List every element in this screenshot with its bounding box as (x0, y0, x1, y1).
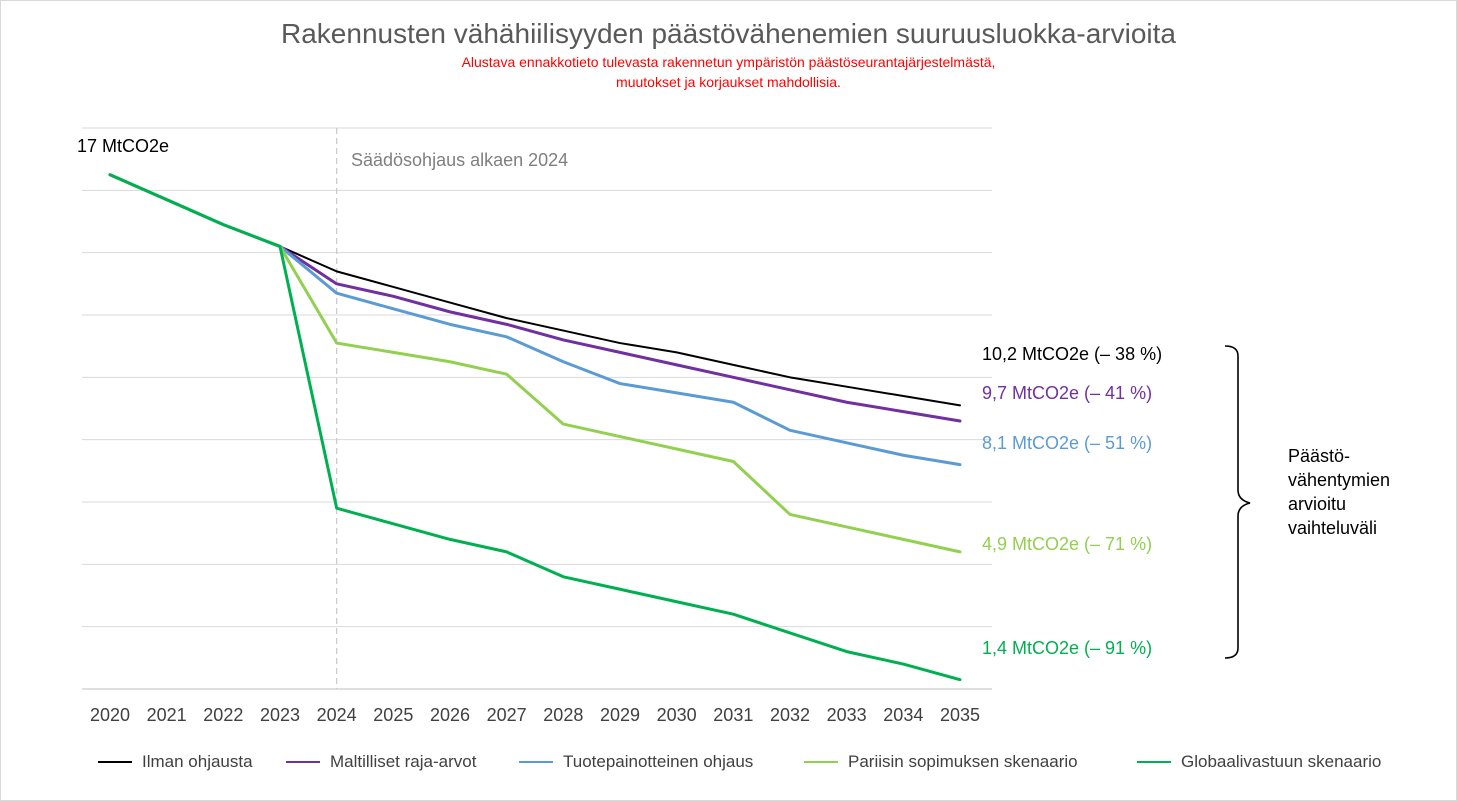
legend-item-ilman: Ilman ohjausta (98, 752, 253, 772)
chart-subtitle-line-2: muutokset ja korjaukset mahdollisia. (616, 74, 841, 90)
legend-label: Maltilliset raja-arvot (330, 752, 477, 771)
x-tick-label: 2029 (600, 705, 640, 725)
x-tick-label: 2035 (940, 705, 980, 725)
range-label-line: Päästö- (1288, 446, 1351, 466)
legend-swatch (519, 761, 553, 763)
x-tick-label: 2021 (147, 705, 187, 725)
x-tick-label: 2022 (203, 705, 243, 725)
x-tick-label: 2026 (430, 705, 470, 725)
end-label-globaali: 1,4 MtCO2e (– 91 %) (982, 638, 1152, 658)
x-tick-label: 2034 (883, 705, 923, 725)
end-label-tuote: 8,1 MtCO2e (– 51 %) (982, 433, 1152, 453)
end-label-ilman: 10,2 MtCO2e (– 38 %) (982, 344, 1162, 364)
legend-swatch (286, 761, 320, 763)
x-tick-label: 2020 (90, 705, 130, 725)
regulation-annotation: Säädösohjaus alkaen 2024 (351, 150, 568, 170)
x-tick-label: 2028 (543, 705, 583, 725)
start-value-annotation: 17 MtCO2e (77, 136, 169, 156)
x-tick-label: 2025 (373, 705, 413, 725)
legend-swatch (98, 761, 132, 763)
x-tick-label: 2030 (657, 705, 697, 725)
legend-swatch (1137, 761, 1171, 763)
series-line-tuote (108, 173, 962, 467)
x-tick-label: 2032 (770, 705, 810, 725)
end-label-pariisi: 4,9 MtCO2e (– 71 %) (982, 534, 1152, 554)
series-line-globaali (108, 173, 962, 682)
range-label-line: vaihteluväli (1288, 518, 1378, 538)
range-brace (1224, 345, 1251, 659)
range-label: Päästö- vähentymien arvioitu vaihteluväl… (1288, 444, 1438, 540)
chart-subtitle-line-1: Alustava ennakkotieto tulevasta rakennet… (461, 54, 996, 70)
legend-swatch (804, 761, 838, 763)
legend-item-globaali: Globaalivastuun skenaario (1137, 752, 1381, 772)
range-label-line: vähentymien (1288, 470, 1391, 490)
x-tick-label: 2023 (260, 705, 300, 725)
legend-label: Ilman ohjausta (142, 752, 253, 771)
legend: Ilman ohjausta Maltilliset raja-arvot Tu… (0, 752, 1457, 778)
legend-label: Tuotepainotteinen ohjaus (563, 752, 754, 771)
legend-item-maltilliset: Maltilliset raja-arvot (286, 752, 476, 772)
x-tick-label: 2031 (713, 705, 753, 725)
legend-label: Pariisin sopimuksen skenaario (848, 752, 1078, 771)
legend-label: Globaalivastuun skenaario (1181, 752, 1382, 771)
x-tick-label: 2027 (487, 705, 527, 725)
x-tick-label: 2033 (827, 705, 867, 725)
chart-title: Rakennusten vähähiilisyyden päästövähene… (281, 18, 1176, 49)
legend-item-pariisi: Pariisin sopimuksen skenaario (804, 752, 1078, 772)
range-label-line: arvioitu (1288, 494, 1347, 514)
legend-item-tuote: Tuotepainotteinen ohjaus (519, 752, 753, 772)
x-tick-label: 2024 (317, 705, 357, 725)
end-label-maltilliset: 9,7 MtCO2e (– 41 %) (982, 383, 1152, 403)
series-line-ilman (109, 173, 961, 407)
